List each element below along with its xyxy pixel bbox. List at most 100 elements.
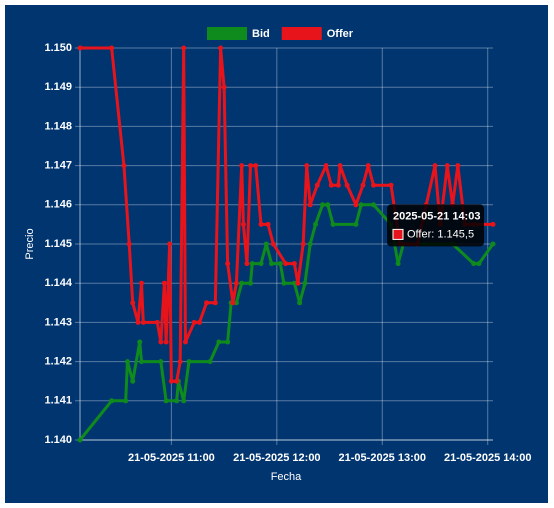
- data-point: [320, 202, 326, 208]
- data-point: [124, 359, 130, 365]
- data-point: [490, 221, 496, 227]
- data-point: [291, 280, 297, 286]
- y-tick-label: 1.142: [44, 356, 72, 368]
- data-point: [181, 398, 187, 404]
- data-point: [186, 359, 192, 365]
- data-point: [230, 300, 236, 306]
- data-point: [253, 163, 259, 169]
- y-tick-label: 1.145: [44, 238, 72, 250]
- data-point: [139, 359, 145, 365]
- data-point: [225, 261, 231, 267]
- y-axis-title: Precio: [24, 228, 36, 259]
- data-point: [370, 182, 376, 188]
- data-point: [197, 319, 203, 325]
- data-point: [168, 378, 174, 384]
- data-point: [328, 182, 334, 188]
- data-point: [247, 163, 253, 169]
- data-point: [109, 398, 115, 404]
- data-point: [358, 202, 364, 208]
- data-point: [191, 319, 197, 325]
- data-point: [204, 300, 210, 306]
- data-point: [154, 319, 160, 325]
- y-tick-label: 1.149: [44, 81, 72, 93]
- data-point: [307, 241, 313, 247]
- data-point: [307, 202, 313, 208]
- data-point: [312, 221, 318, 227]
- x-tick-label: 21-05-2025 12:00: [233, 452, 320, 464]
- data-point: [335, 182, 341, 188]
- data-point: [302, 280, 308, 286]
- data-point: [291, 261, 297, 267]
- data-point: [370, 202, 376, 208]
- data-point: [218, 45, 224, 51]
- data-point: [177, 359, 183, 365]
- data-point: [323, 163, 329, 169]
- legend-swatch: [207, 27, 247, 40]
- y-tick-label: 1.146: [44, 199, 72, 211]
- legend-swatch: [281, 27, 322, 40]
- data-point: [239, 280, 245, 286]
- data-point: [277, 261, 283, 267]
- data-point: [233, 300, 239, 306]
- data-point: [360, 182, 366, 188]
- legend-label: Bid: [252, 28, 270, 40]
- y-tick-label: 1.150: [44, 42, 72, 54]
- data-point: [283, 261, 289, 267]
- data-point: [304, 163, 310, 169]
- data-point: [221, 84, 227, 90]
- data-point: [233, 280, 239, 286]
- data-point: [182, 339, 188, 345]
- data-point: [130, 300, 136, 306]
- data-point: [490, 241, 496, 247]
- y-tick-label: 1.148: [44, 120, 72, 132]
- data-point: [265, 221, 271, 227]
- y-tick-label: 1.141: [44, 395, 72, 407]
- data-point: [121, 163, 127, 169]
- data-point: [163, 339, 169, 345]
- data-point: [395, 261, 401, 267]
- y-tick-label: 1.140: [44, 434, 72, 446]
- data-point: [137, 339, 143, 345]
- data-point: [337, 163, 343, 169]
- data-point: [240, 221, 246, 227]
- data-point: [258, 221, 264, 227]
- data-point: [77, 437, 83, 443]
- data-point: [247, 280, 253, 286]
- data-point: [167, 241, 173, 247]
- data-point: [109, 45, 115, 51]
- data-point: [139, 280, 145, 286]
- data-point: [244, 261, 250, 267]
- data-point: [300, 241, 306, 247]
- data-point: [140, 319, 146, 325]
- data-point: [269, 261, 275, 267]
- data-point: [126, 241, 132, 247]
- data-point: [158, 339, 164, 345]
- x-tick-label: 21-05-2025 13:00: [339, 452, 426, 464]
- y-tick-label: 1.147: [44, 160, 72, 172]
- data-point: [239, 163, 245, 169]
- data-point: [432, 163, 438, 169]
- data-point: [270, 241, 276, 247]
- data-point: [471, 261, 477, 267]
- data-point: [135, 319, 141, 325]
- data-point: [130, 378, 136, 384]
- data-point: [174, 398, 180, 404]
- data-point: [158, 359, 164, 365]
- data-point: [325, 202, 331, 208]
- data-point: [212, 300, 218, 306]
- data-point: [314, 182, 320, 188]
- tooltip-text: Offer: 1.145,5: [407, 228, 474, 240]
- data-point: [181, 45, 187, 51]
- data-point: [344, 182, 350, 188]
- data-point: [297, 300, 303, 306]
- data-point: [388, 182, 394, 188]
- x-tick-label: 21-05-2025 14:00: [444, 452, 531, 464]
- data-point: [216, 339, 222, 345]
- data-point: [249, 261, 255, 267]
- data-point: [258, 261, 264, 267]
- tooltip-box: [387, 204, 484, 247]
- data-point: [77, 45, 83, 51]
- data-point: [330, 221, 336, 227]
- data-point: [123, 398, 129, 404]
